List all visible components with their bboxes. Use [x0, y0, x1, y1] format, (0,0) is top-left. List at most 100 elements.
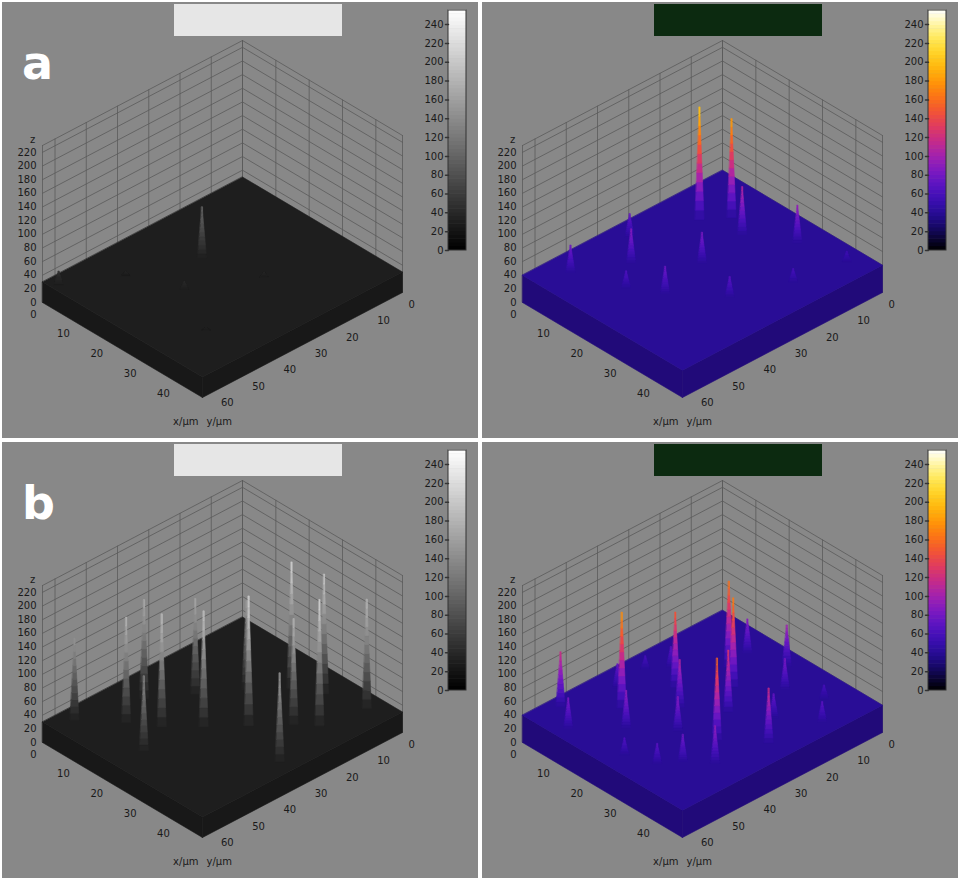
svg-text:0: 0: [510, 749, 516, 760]
svg-text:20: 20: [911, 226, 924, 237]
svg-text:0: 0: [409, 739, 415, 750]
svg-text:20: 20: [346, 772, 359, 783]
svg-text:180: 180: [904, 75, 923, 86]
svg-text:140: 140: [17, 201, 36, 212]
svg-text:60: 60: [911, 628, 924, 639]
svg-text:20: 20: [24, 283, 37, 294]
svg-text:100: 100: [497, 668, 516, 679]
svg-text:0: 0: [30, 749, 36, 760]
svg-text:200: 200: [904, 496, 923, 507]
svg-text:200: 200: [424, 496, 443, 507]
svg-text:60: 60: [24, 256, 37, 267]
svg-text:220: 220: [497, 587, 516, 598]
svg-text:10: 10: [57, 328, 70, 339]
svg-text:140: 140: [424, 553, 443, 564]
svg-text:120: 120: [17, 215, 36, 226]
svg-text:10: 10: [537, 328, 550, 339]
svg-text:20: 20: [826, 332, 839, 343]
svg-text:240: 240: [904, 459, 923, 470]
svg-text:80: 80: [911, 609, 924, 620]
svg-text:20: 20: [911, 666, 924, 677]
svg-text:180: 180: [497, 174, 516, 185]
svg-text:200: 200: [17, 160, 36, 171]
svg-text:160: 160: [497, 627, 516, 638]
svg-text:40: 40: [431, 207, 444, 218]
svg-text:10: 10: [537, 768, 550, 779]
svg-text:200: 200: [424, 56, 443, 67]
svg-text:0: 0: [917, 245, 923, 256]
svg-text:120: 120: [17, 655, 36, 666]
svg-text:40: 40: [637, 388, 650, 399]
svg-text:40: 40: [637, 828, 650, 839]
svg-text:140: 140: [904, 113, 923, 124]
svg-text:60: 60: [504, 696, 517, 707]
svg-text:10: 10: [377, 755, 390, 766]
svg-text:60: 60: [221, 837, 234, 848]
svg-text:80: 80: [24, 682, 37, 693]
svg-text:y/µm: y/µm: [687, 856, 712, 867]
svg-text:0: 0: [30, 737, 36, 748]
svg-text:220: 220: [17, 147, 36, 158]
svg-text:20: 20: [431, 226, 444, 237]
svg-text:x/µm: x/µm: [653, 856, 678, 867]
svg-text:0: 0: [889, 299, 895, 310]
svg-text:10: 10: [377, 315, 390, 326]
svg-text:160: 160: [17, 187, 36, 198]
svg-text:30: 30: [795, 348, 808, 359]
svg-text:20: 20: [504, 283, 517, 294]
svg-text:x/µm: x/µm: [173, 416, 198, 427]
svg-text:100: 100: [17, 668, 36, 679]
svg-text:z: z: [510, 134, 515, 145]
svg-text:200: 200: [904, 56, 923, 67]
svg-text:100: 100: [424, 591, 443, 602]
svg-text:50: 50: [252, 821, 265, 832]
svg-text:0: 0: [510, 297, 516, 308]
svg-text:80: 80: [431, 609, 444, 620]
svg-text:40: 40: [504, 709, 517, 720]
svg-text:40: 40: [431, 647, 444, 658]
svg-text:50: 50: [732, 381, 745, 392]
svg-text:10: 10: [57, 768, 70, 779]
svg-text:40: 40: [24, 709, 37, 720]
svg-text:30: 30: [315, 788, 328, 799]
svg-text:0: 0: [30, 297, 36, 308]
svg-text:z: z: [30, 574, 35, 585]
svg-text:30: 30: [124, 808, 137, 819]
svg-text:y/µm: y/µm: [207, 856, 232, 867]
svg-text:60: 60: [221, 397, 234, 408]
svg-text:220: 220: [904, 478, 923, 489]
svg-text:180: 180: [424, 75, 443, 86]
svg-text:0: 0: [409, 299, 415, 310]
svg-text:80: 80: [431, 169, 444, 180]
svg-text:60: 60: [504, 256, 517, 267]
svg-text:160: 160: [904, 94, 923, 105]
svg-text:20: 20: [570, 348, 583, 359]
svg-text:100: 100: [904, 591, 923, 602]
svg-text:10: 10: [857, 315, 870, 326]
svg-text:180: 180: [424, 515, 443, 526]
svg-text:z: z: [510, 574, 515, 585]
svg-text:40: 40: [284, 804, 297, 815]
svg-text:120: 120: [424, 132, 443, 143]
svg-text:240: 240: [424, 459, 443, 470]
svg-text:40: 40: [157, 388, 170, 399]
svg-text:0: 0: [510, 309, 516, 320]
svg-text:40: 40: [764, 804, 777, 815]
svg-text:140: 140: [424, 113, 443, 124]
svg-text:30: 30: [604, 368, 617, 379]
svg-text:y/µm: y/µm: [687, 416, 712, 427]
svg-text:220: 220: [904, 38, 923, 49]
svg-text:y/µm: y/µm: [207, 416, 232, 427]
svg-text:0: 0: [510, 737, 516, 748]
svg-text:10: 10: [857, 755, 870, 766]
svg-text:30: 30: [124, 368, 137, 379]
svg-text:20: 20: [90, 348, 103, 359]
svg-text:80: 80: [504, 682, 517, 693]
svg-text:120: 120: [497, 655, 516, 666]
svg-text:140: 140: [904, 553, 923, 564]
svg-text:120: 120: [424, 572, 443, 583]
svg-text:20: 20: [346, 332, 359, 343]
svg-text:200: 200: [497, 600, 516, 611]
svg-text:220: 220: [497, 147, 516, 158]
svg-text:120: 120: [904, 132, 923, 143]
